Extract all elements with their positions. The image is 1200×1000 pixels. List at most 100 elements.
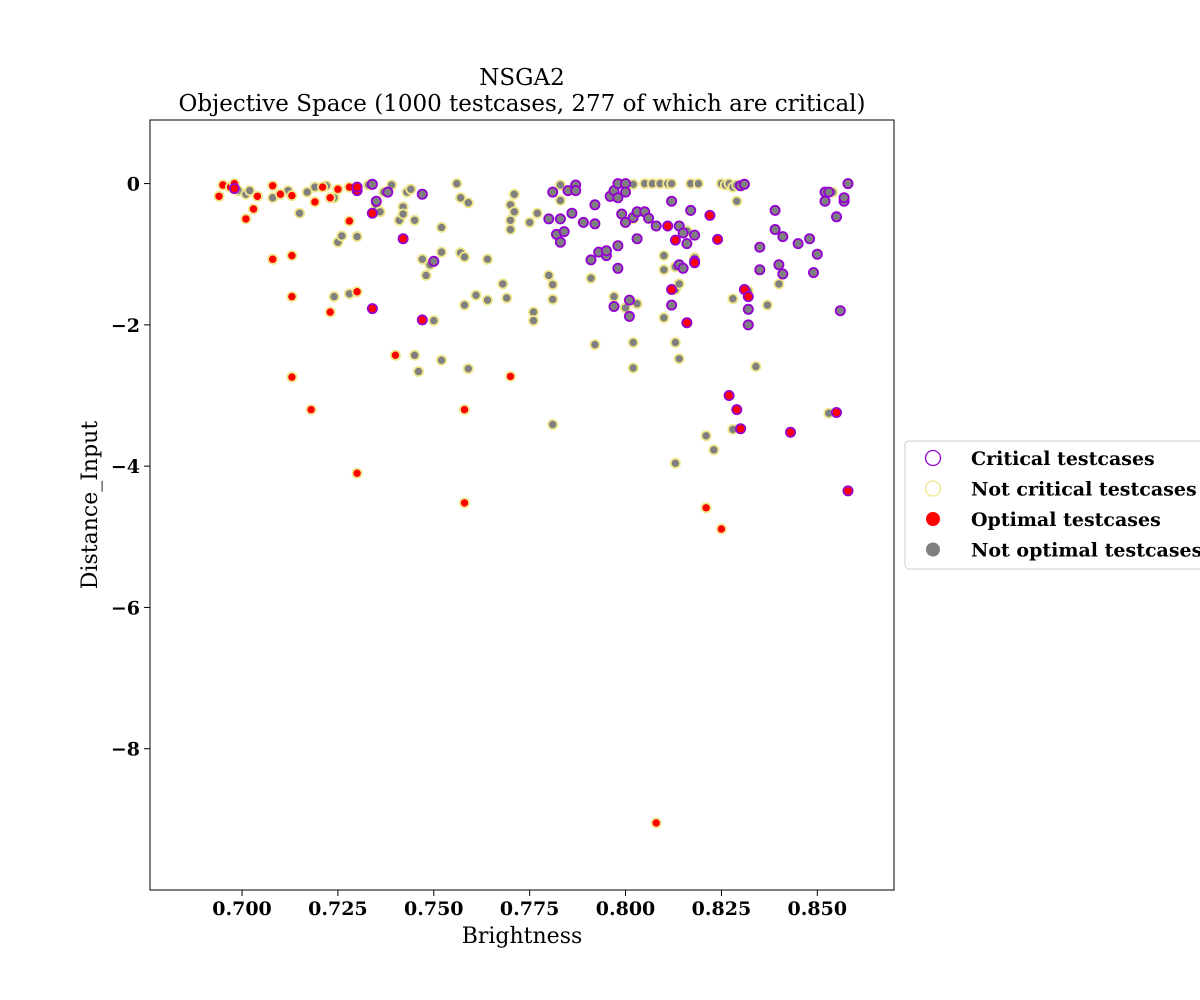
data-point xyxy=(704,209,716,221)
data-point xyxy=(792,238,804,250)
data-point xyxy=(669,234,681,246)
legend-label: Not optimal testcases xyxy=(971,540,1200,562)
legend-label: Not critical testcases xyxy=(971,479,1197,501)
data-point xyxy=(662,220,674,232)
data-point xyxy=(608,291,620,303)
data-point xyxy=(554,236,566,248)
x-tick-label: 0.750 xyxy=(404,898,464,920)
data-point xyxy=(620,216,632,228)
data-point xyxy=(650,220,662,232)
x-tick-label: 0.725 xyxy=(308,898,368,920)
data-point xyxy=(458,404,470,416)
data-point xyxy=(700,430,712,442)
data-point xyxy=(351,467,363,479)
data-point xyxy=(742,303,754,315)
data-point xyxy=(750,360,762,372)
data-point xyxy=(643,212,655,224)
data-point xyxy=(428,255,440,267)
data-point xyxy=(435,246,447,258)
data-point xyxy=(497,278,509,290)
data-point xyxy=(677,227,689,239)
data-point xyxy=(531,207,543,219)
data-point xyxy=(834,305,846,317)
legend-marker xyxy=(926,542,940,557)
series-2 xyxy=(213,178,727,829)
data-point xyxy=(324,192,336,204)
data-point xyxy=(627,336,639,348)
data-point xyxy=(547,186,559,198)
data-point xyxy=(397,208,409,220)
y-tick-label: −2 xyxy=(111,315,140,337)
data-point xyxy=(631,233,643,245)
data-point xyxy=(524,216,536,228)
data-point xyxy=(382,186,394,198)
data-point xyxy=(554,213,566,225)
data-point xyxy=(543,269,555,281)
data-point xyxy=(585,272,597,284)
y-tick-label: −6 xyxy=(111,597,140,619)
data-point xyxy=(286,250,298,262)
data-point xyxy=(735,423,747,435)
data-point xyxy=(658,312,670,324)
data-point xyxy=(650,817,662,829)
data-point xyxy=(458,299,470,311)
data-point xyxy=(547,293,559,305)
legend-marker xyxy=(924,449,942,467)
data-point xyxy=(689,257,701,269)
data-point xyxy=(294,207,306,219)
y-tick-label: 0 xyxy=(127,174,140,196)
series-0 xyxy=(224,178,839,469)
data-point xyxy=(558,226,570,238)
data-point xyxy=(416,188,428,200)
data-point xyxy=(692,178,704,190)
data-point xyxy=(669,336,681,348)
data-point xyxy=(470,289,482,301)
data-point xyxy=(666,178,678,190)
data-point xyxy=(420,269,432,281)
data-point xyxy=(351,181,363,193)
data-point xyxy=(228,182,240,194)
data-point xyxy=(251,190,263,202)
data-point xyxy=(274,188,286,200)
legend-label: Optimal testcases xyxy=(971,509,1161,531)
data-point xyxy=(658,250,670,262)
data-point xyxy=(213,190,225,202)
data-point xyxy=(612,262,624,274)
data-point xyxy=(623,294,635,306)
data-point xyxy=(819,195,831,207)
data-point xyxy=(317,181,329,193)
data-point xyxy=(620,186,632,198)
data-point xyxy=(785,426,797,438)
x-tick-label: 0.800 xyxy=(596,898,656,920)
data-point xyxy=(504,370,516,382)
data-point xyxy=(267,180,279,192)
data-point xyxy=(409,349,421,361)
data-point xyxy=(666,283,678,295)
data-point xyxy=(754,264,766,276)
data-point xyxy=(777,268,789,280)
data-point xyxy=(669,457,681,469)
data-point xyxy=(336,230,348,242)
data-point xyxy=(731,195,743,207)
data-point xyxy=(627,362,639,374)
y-tick-label: −8 xyxy=(111,739,140,761)
data-point xyxy=(823,186,835,198)
data-point xyxy=(286,371,298,383)
x-tick-label: 0.700 xyxy=(212,898,272,920)
legend-box xyxy=(904,440,1200,570)
data-point xyxy=(566,207,578,219)
data-point xyxy=(301,186,313,198)
data-point xyxy=(715,523,727,535)
data-point xyxy=(416,253,428,265)
data-point xyxy=(577,216,589,228)
data-point xyxy=(589,218,601,230)
points-layer xyxy=(213,178,854,829)
data-point xyxy=(286,291,298,303)
data-point xyxy=(842,178,854,190)
data-point xyxy=(435,221,447,233)
data-point xyxy=(416,314,428,326)
data-point xyxy=(685,204,697,216)
data-point xyxy=(681,238,693,250)
data-point xyxy=(831,406,843,418)
